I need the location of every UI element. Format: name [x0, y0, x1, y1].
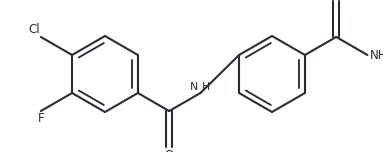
Text: NH₂: NH₂ [370, 48, 383, 62]
Text: H: H [201, 82, 210, 92]
Text: Cl: Cl [28, 23, 40, 36]
Text: O: O [165, 149, 174, 152]
Text: F: F [38, 112, 44, 125]
Text: N: N [190, 82, 198, 92]
